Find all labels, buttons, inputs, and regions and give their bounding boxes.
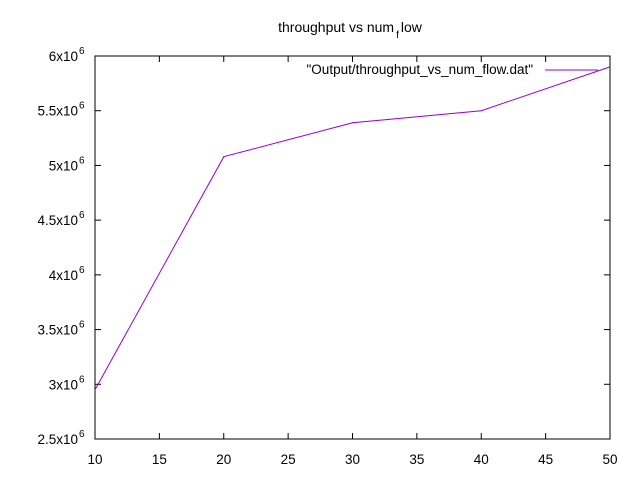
y-tick-label: 3.5x10 — [37, 323, 78, 338]
chart-title-subscript: f — [396, 30, 399, 41]
y-tick-exponent: 6 — [79, 429, 85, 440]
y-tick-exponent: 6 — [79, 320, 85, 331]
data-point — [480, 110, 482, 112]
y-tick-label: 4.5x10 — [37, 213, 78, 228]
y-tick-label: 5x10 — [49, 158, 78, 173]
series-layer — [94, 66, 611, 391]
plot-frame — [94, 55, 611, 440]
data-point — [351, 122, 354, 124]
y-tick-label: 3x10 — [49, 377, 78, 392]
x-tick-label: 35 — [409, 452, 424, 467]
y-tick-exponent: 6 — [79, 210, 85, 221]
x-tick-label: 10 — [87, 452, 102, 467]
x-tick-label: 30 — [345, 452, 360, 467]
y-tick-label: 6x10 — [49, 49, 78, 64]
data-point — [94, 389, 96, 391]
legend-label: "Output/throughput_vs_num_flow.dat" — [307, 62, 534, 77]
y-tick-exponent: 6 — [79, 265, 85, 276]
x-tick-label: 15 — [152, 452, 167, 467]
data-point — [609, 66, 611, 68]
y-tick-exponent: 6 — [79, 46, 85, 57]
y-tick-exponent: 6 — [79, 101, 85, 112]
x-tick-label: 25 — [281, 452, 296, 467]
y-tick-exponent: 6 — [79, 374, 85, 385]
x-tick-label: 40 — [474, 452, 489, 467]
legend: "Output/throughput_vs_num_flow.dat" — [307, 62, 598, 77]
y-tick-label: 5.5x10 — [37, 104, 78, 119]
chart-title: throughput vs numflow — [278, 19, 423, 41]
chart-title-tail: low — [401, 19, 423, 35]
x-tick-label: 20 — [216, 452, 231, 467]
y-tick-label: 2.5x10 — [37, 432, 78, 447]
x-axis: 10 15 20 25 30 35 40 45 50 — [87, 56, 618, 467]
y-tick-label: 4x10 — [49, 268, 78, 283]
x-tick-label: 45 — [538, 452, 553, 467]
y-tick-exponent: 6 — [79, 155, 85, 166]
x-tick-label: 50 — [602, 452, 617, 467]
chart-title-main: throughput vs num — [278, 19, 394, 35]
data-point — [223, 156, 225, 158]
series-line — [94, 66, 611, 391]
